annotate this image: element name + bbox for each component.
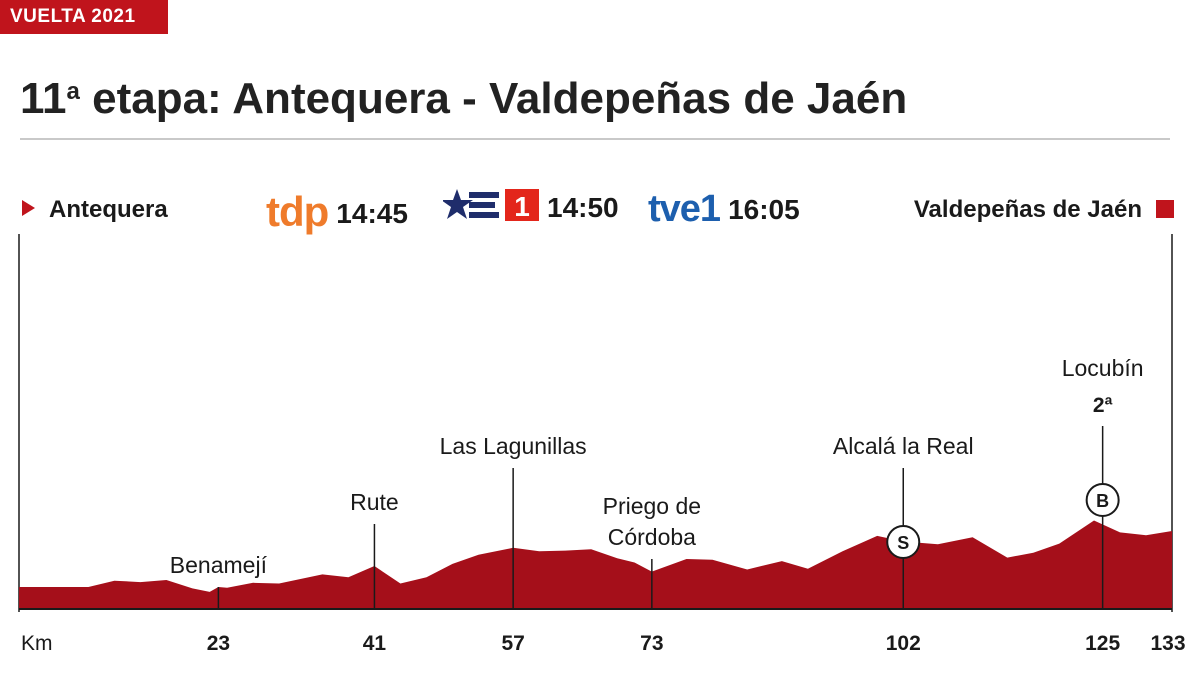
la1-time: 14:50: [547, 192, 619, 223]
tve1-time: 16:05: [728, 194, 800, 225]
elevation-area: [19, 520, 1172, 608]
waypoint-name: Rute: [350, 489, 399, 515]
broadcast-tve1: tve1 16:05: [648, 188, 800, 231]
climb-badge-icon: [886, 525, 921, 559]
waypoint-name: Priego de: [603, 493, 701, 519]
stage-number: 11: [20, 74, 67, 123]
start-triangle-icon: [22, 200, 35, 216]
climb-badge-icon: [1085, 483, 1120, 517]
stage-ordinal: a: [66, 78, 80, 105]
start-town-label: Antequera: [49, 196, 168, 223]
stage-name: etapa: Antequera - Valdepeñas de Jaén: [79, 74, 908, 123]
race-tag: VUELTA 2021: [0, 0, 168, 34]
tdp-logo-icon: tdp: [266, 188, 329, 235]
climb-badge-letter: S: [897, 533, 909, 553]
tve1-logo-icon: tve1: [648, 188, 721, 230]
climb-badge-letter: B: [1096, 491, 1109, 511]
km-axis-label: Km: [21, 632, 53, 655]
km-tick-label: 73: [640, 632, 663, 655]
finish-town: Valdepeñas de Jaén: [914, 196, 1174, 224]
finish-town-label: Valdepeñas de Jaén: [913, 196, 1142, 223]
waypoint-name: Las Lagunillas: [440, 433, 587, 459]
start-town: Antequera: [22, 196, 168, 224]
broadcast-la1: 1 14:50: [441, 188, 619, 229]
km-tick-label: 102: [886, 632, 921, 655]
km-tick-label: 133: [1150, 632, 1185, 655]
la1-logo-icon: 1: [441, 188, 539, 229]
km-tick-label: 41: [363, 632, 387, 655]
waypoint-name: Alcalá la Real: [833, 433, 974, 459]
km-tick-label: 23: [207, 632, 230, 655]
title-divider: [20, 138, 1170, 140]
page-title: 11a etapa: Antequera - Valdepeñas de Jaé…: [20, 74, 907, 124]
waypoint-name: Córdoba: [608, 524, 696, 550]
waypoint-name: Benamejí: [170, 552, 268, 578]
km-tick-label: 125: [1085, 632, 1120, 655]
km-tick-label: 57: [501, 632, 524, 655]
waypoint-name: Locubín: [1062, 355, 1144, 381]
tdp-time: 14:45: [336, 198, 408, 229]
la1-logo-number: 1: [514, 191, 530, 222]
broadcast-tdp: tdp 14:45: [266, 188, 408, 236]
finish-square-icon: [1156, 200, 1174, 218]
climb-category: 2ª: [1093, 394, 1113, 417]
